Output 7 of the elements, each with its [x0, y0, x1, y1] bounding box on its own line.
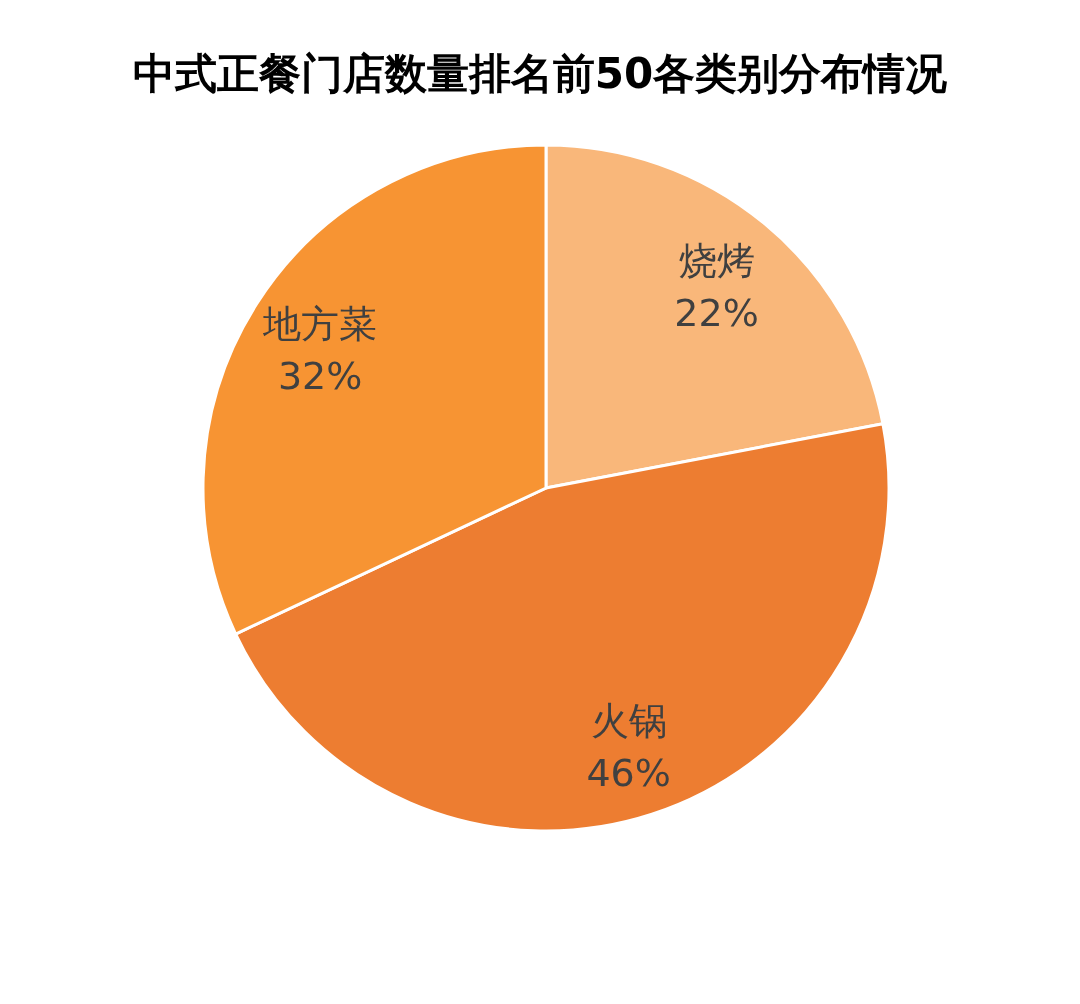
slice-label: 地方菜 [262, 301, 378, 346]
data-label: 32% [277, 353, 363, 398]
data-label: 46% [586, 751, 671, 796]
slice-label: 烧烤 [678, 238, 755, 283]
chart-title: 中式正餐门店数量排名前50各类别分布情况 [132, 49, 948, 98]
slice-label: 火锅 [590, 699, 667, 744]
data-label: 22% [674, 290, 759, 335]
